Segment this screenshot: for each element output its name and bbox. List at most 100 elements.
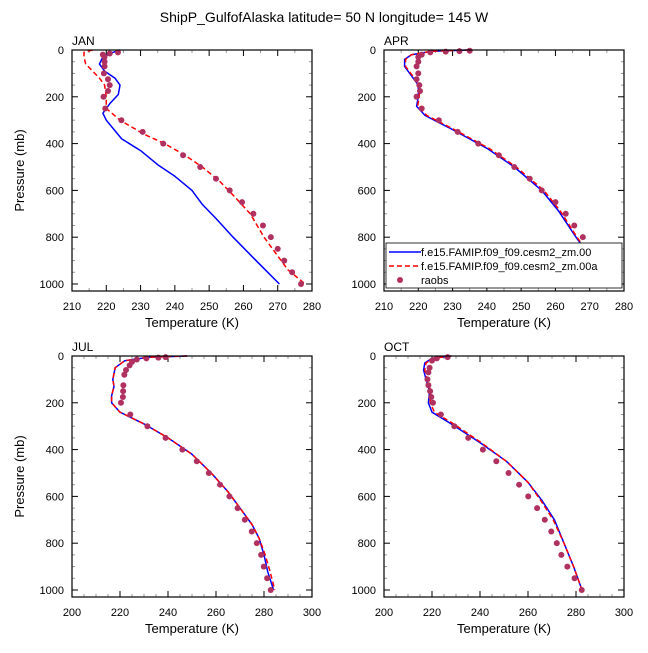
- raobs-point: [213, 175, 219, 182]
- raobs-point: [505, 469, 512, 476]
- raobs-point: [495, 152, 502, 159]
- raobs-point: [552, 199, 559, 206]
- x-tick-label: 230: [131, 301, 149, 313]
- panel-jul: 200 220 240 260 280 300 0 200 400 600 800 1000 JUL Te…: [12, 340, 321, 636]
- x-axis-label: Temperature (K): [457, 621, 551, 636]
- raobs-point: [105, 87, 111, 94]
- raobs-point: [119, 393, 126, 400]
- y-tick-label: 1000: [352, 279, 376, 291]
- panel-oct: 200 220 240 260 280 300 0 200 400 600 800 1000 OCT Te…: [352, 340, 634, 636]
- raobs-point: [433, 355, 440, 362]
- raobs-point: [511, 163, 518, 170]
- panel-label: JUL: [72, 340, 94, 354]
- legend-box: [385, 242, 623, 289]
- y-tick-label: 600: [358, 185, 376, 197]
- series-line-cesm2-zm-00: [422, 355, 583, 591]
- x-tick-label: 280: [303, 301, 321, 313]
- raobs-point: [260, 563, 267, 570]
- y-tick-label: 400: [46, 139, 64, 151]
- plot-frame: [71, 355, 313, 598]
- raobs-point: [415, 70, 422, 77]
- legend-label: raobs: [421, 275, 449, 287]
- raobs-point: [197, 163, 204, 170]
- x-axis-label: Temperature (K): [145, 621, 239, 636]
- raobs-point: [578, 586, 585, 593]
- x-tick-label: 280: [615, 301, 633, 313]
- legend: f.e15.FAMIP.f09_f09.cesm2_zm.00 f.e15.FAM…: [385, 242, 623, 289]
- x-tick-label: 230: [443, 301, 461, 313]
- y-tick-label: 800: [46, 232, 64, 244]
- raobs-point: [102, 105, 109, 112]
- y-tick-label: 400: [358, 445, 376, 457]
- raobs-point: [120, 388, 127, 395]
- raobs-point: [564, 563, 571, 570]
- y-axis-label: Pressure (mb): [12, 435, 27, 517]
- legend-label: f.e15.FAMIP.f09_f09.cesm2_zm.00: [421, 247, 591, 259]
- raobs-point: [114, 49, 121, 56]
- y-tick-label: 600: [358, 491, 376, 503]
- x-tick-label: 220: [97, 301, 115, 313]
- y-tick-label: 600: [46, 185, 64, 197]
- y-tick-label: 1000: [40, 585, 64, 597]
- raobs-point: [415, 54, 422, 61]
- raobs-point: [425, 382, 432, 389]
- raobs-point: [553, 540, 560, 547]
- raobs-point: [298, 280, 305, 287]
- y-tick-label: 600: [46, 491, 64, 503]
- raobs-point: [127, 411, 134, 418]
- chart-title: ShipP_GulfofAlaska latitude= 50 N longit…: [160, 9, 489, 25]
- x-tick-label: 240: [471, 607, 489, 619]
- panel-label: APR: [384, 34, 409, 48]
- raobs-point: [100, 70, 107, 77]
- series-line-cesm2-zm-00a: [83, 49, 306, 285]
- raobs-point: [143, 355, 150, 362]
- raobs-point: [258, 551, 265, 558]
- y-tick-label: 0: [370, 45, 376, 57]
- raobs-point: [144, 423, 151, 430]
- y-tick-label: 200: [46, 92, 64, 104]
- raobs-point: [525, 493, 532, 500]
- raobs-point: [456, 48, 463, 55]
- raobs-point: [160, 140, 167, 147]
- raobs-point: [425, 369, 432, 376]
- raobs-point: [241, 516, 248, 523]
- x-tick-label: 220: [409, 301, 427, 313]
- y-tick-label: 0: [58, 351, 64, 363]
- raobs-point: [571, 222, 578, 229]
- y-tick-label: 1000: [40, 279, 64, 291]
- x-tick-label: 220: [423, 607, 441, 619]
- raobs-point: [133, 356, 140, 363]
- panel-label: OCT: [384, 340, 410, 354]
- x-tick-label: 280: [255, 607, 273, 619]
- raobs-point: [437, 411, 444, 418]
- raobs-point: [444, 354, 451, 361]
- x-tick-label: 220: [111, 607, 129, 619]
- y-tick-label: 400: [46, 445, 64, 457]
- series-line-cesm2-zm-00a: [110, 355, 276, 591]
- plot-frame: [383, 355, 625, 598]
- x-tick-label: 270: [269, 301, 287, 313]
- raobs-point: [427, 388, 434, 395]
- x-tick-label: 200: [63, 607, 81, 619]
- raobs-point: [234, 505, 241, 512]
- raobs-point: [465, 434, 472, 441]
- x-tick-label: 280: [567, 607, 585, 619]
- raobs-point: [427, 49, 434, 56]
- raobs-point: [538, 187, 545, 194]
- panel-apr: 210 220 230 240 250 260 270 280 0 200 400 600 800 100…: [352, 34, 634, 330]
- raobs-point: [435, 117, 442, 124]
- x-tick-label: 300: [303, 607, 321, 619]
- y-tick-label: 400: [358, 139, 376, 151]
- series-line-cesm2-zm-00: [110, 355, 275, 591]
- raobs-point: [526, 175, 533, 182]
- raobs-point: [426, 364, 433, 371]
- x-tick-label: 240: [166, 301, 184, 313]
- raobs-point: [250, 210, 257, 217]
- raobs-point: [548, 528, 555, 535]
- raobs-point: [162, 434, 169, 441]
- raobs-point: [253, 540, 260, 547]
- y-tick-label: 200: [358, 398, 376, 410]
- raobs-point: [558, 551, 565, 558]
- y-tick-label: 1000: [352, 585, 376, 597]
- y-tick-label: 200: [358, 92, 376, 104]
